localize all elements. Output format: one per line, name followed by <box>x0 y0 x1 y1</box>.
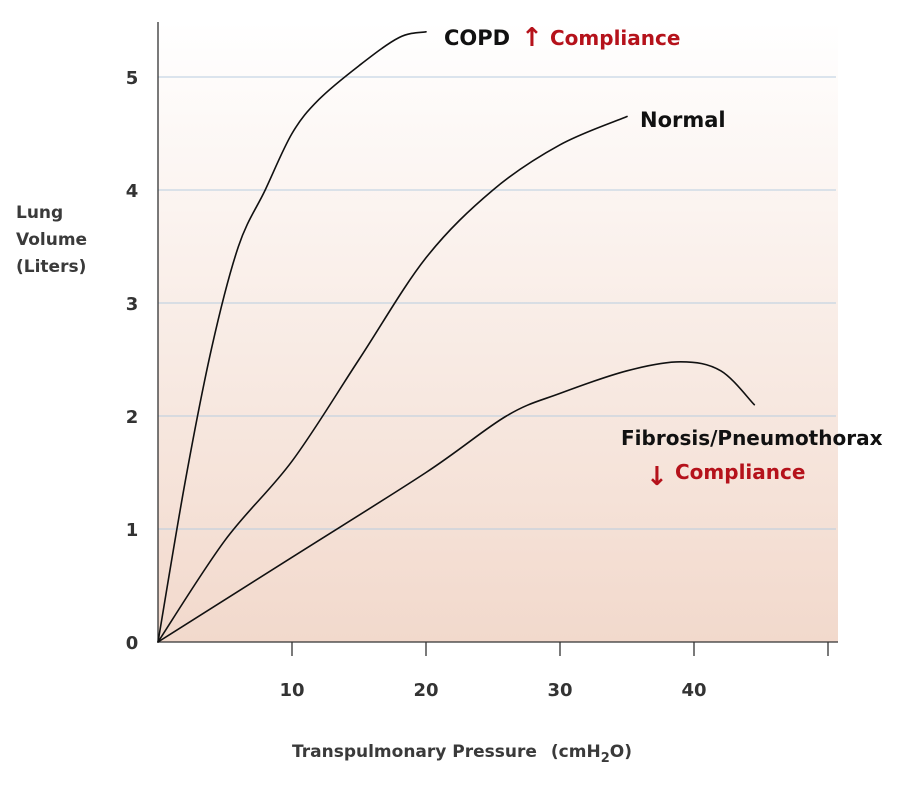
x-axis-label-text: Transpulmonary Pressure <box>292 742 537 762</box>
y-axis-label: Lung Volume (Liters) <box>16 200 116 281</box>
series-line-fibrosis-pneumothorax <box>157 360 756 643</box>
axes <box>157 22 838 656</box>
y-tick-label: 4 <box>126 181 139 202</box>
normal-label: Normal <box>640 108 726 132</box>
grid-lines <box>158 76 836 530</box>
y-tick-label: 0 <box>126 633 139 654</box>
series-lines <box>157 31 756 643</box>
copd-label: COPD <box>444 26 510 50</box>
series-line-copd <box>157 31 427 643</box>
fibrosis-label: Fibrosis/Pneumothorax <box>621 426 883 450</box>
series-line-normal <box>157 115 628 643</box>
x-tick-label: 20 <box>413 680 438 701</box>
x-axis-label: Transpulmonary Pressure (cmH2O) <box>0 742 924 766</box>
plot-background <box>158 22 838 642</box>
y-tick-label: 5 <box>126 68 139 89</box>
x-tick-label: 10 <box>279 680 304 701</box>
y-axis-label-line: Volume <box>16 230 88 250</box>
fibrosis-compliance-label: Compliance <box>675 460 805 484</box>
y-tick-label: 3 <box>126 294 139 315</box>
y-axis-label-line: Lung <box>16 203 64 223</box>
copd-arrow-icon: ↑ <box>521 23 543 53</box>
x-tick-label: 30 <box>547 680 572 701</box>
y-tick-label: 2 <box>126 407 139 428</box>
tick-labels: 10 20 30 40 0 1 2 3 4 5 <box>126 68 707 701</box>
y-tick-label: 1 <box>126 520 139 541</box>
x-axis-unit: (cmH2O) <box>550 742 632 766</box>
fibrosis-arrow-icon: ↓ <box>646 462 668 492</box>
x-tick-label: 40 <box>681 680 706 701</box>
copd-compliance-label: Compliance <box>550 26 680 50</box>
y-axis-label-line: (Liters) <box>16 257 87 277</box>
